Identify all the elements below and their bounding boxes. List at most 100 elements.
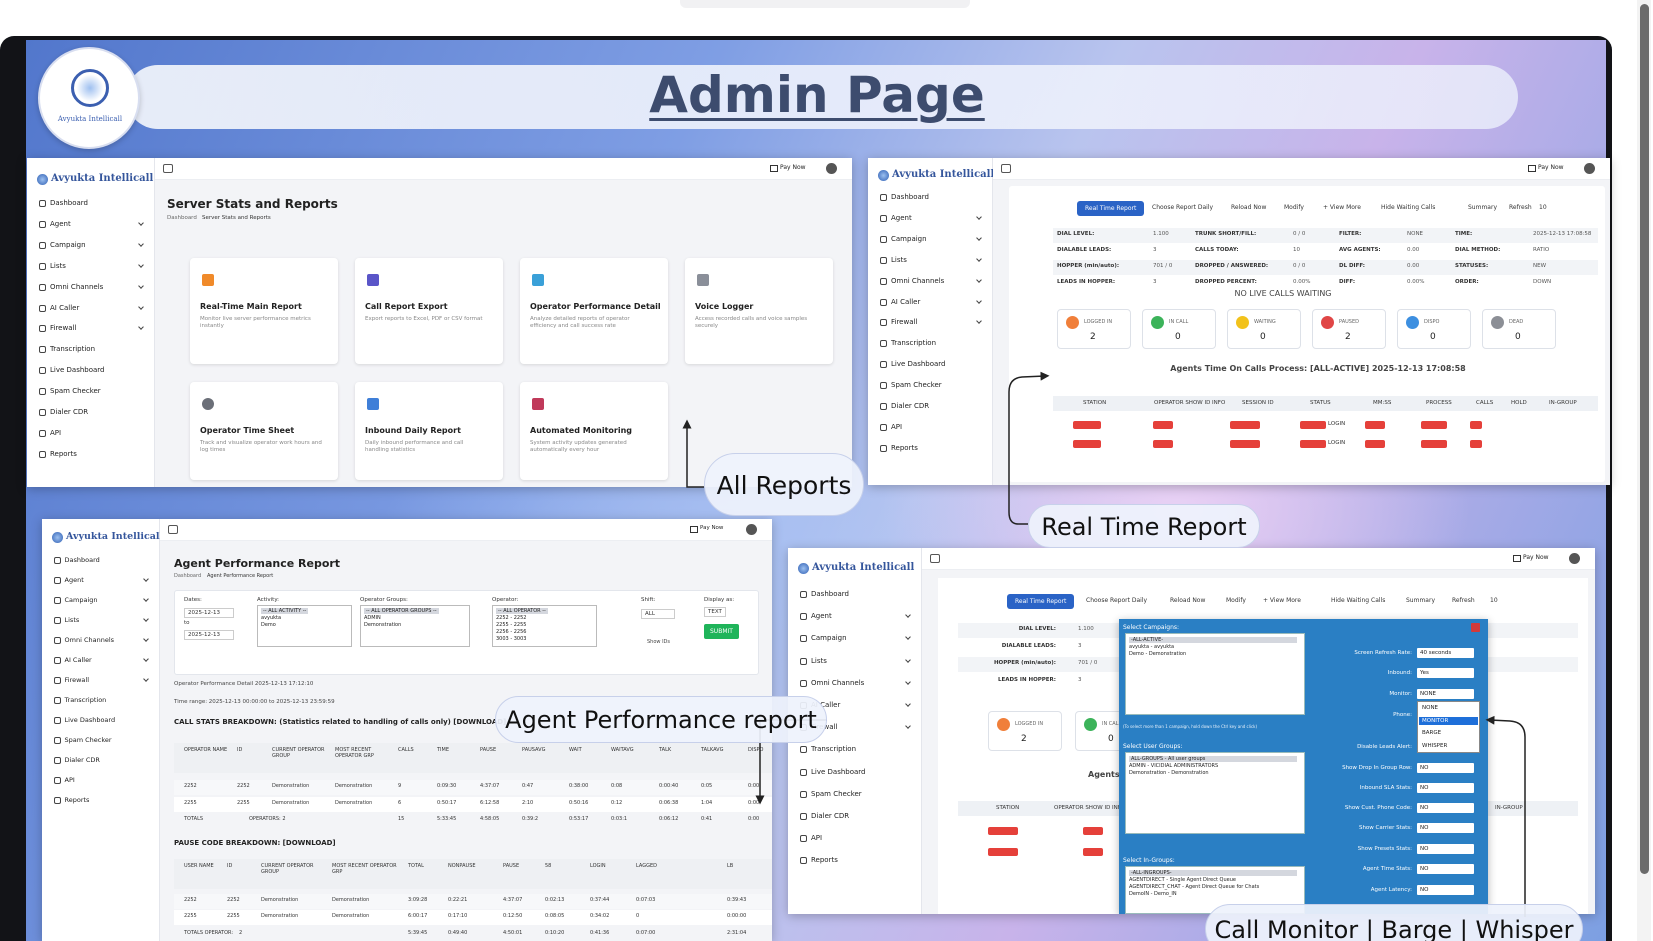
tab[interactable]: Refresh	[1452, 597, 1475, 604]
field-select[interactable]: NO	[1417, 803, 1474, 813]
shift-select[interactable]: ALL	[641, 609, 675, 619]
nav-item[interactable]: Reports	[811, 856, 838, 865]
tab[interactable]: Summary	[1406, 597, 1435, 604]
pay-now-button[interactable]: Pay Now	[780, 164, 806, 171]
tab[interactable]: Reload Now	[1231, 204, 1267, 211]
tab[interactable]: + View More	[1323, 204, 1361, 211]
field-select[interactable]: NO	[1417, 763, 1474, 773]
report-card[interactable]: Operator Performance Detail Analyze detai…	[520, 258, 668, 364]
report-card[interactable]: Voice Logger Access recorded calls and vo…	[685, 258, 833, 364]
select-list[interactable]: ALL-GROUPS - All user groups ADMIN - VICI…	[1125, 752, 1305, 834]
dropdown-option[interactable]: WHISPER	[1422, 742, 1448, 749]
nav-item[interactable]: Dialer CDR	[64, 756, 100, 764]
tab[interactable]: Hide Waiting Calls	[1381, 204, 1436, 211]
nav-item[interactable]: Spam Checker	[64, 736, 112, 744]
nav-item[interactable]: Live Dashboard	[811, 767, 866, 776]
scrollbar-thumb[interactable]	[1640, 4, 1649, 874]
nav-item[interactable]: API	[811, 834, 823, 843]
nav-item[interactable]: Live Dashboard	[891, 360, 946, 369]
nav-item[interactable]: Firewall	[64, 676, 90, 684]
tab[interactable]: Summary	[1468, 204, 1497, 211]
field-select[interactable]: NO	[1417, 864, 1474, 874]
tab[interactable]: Choose Report Daily	[1086, 597, 1148, 604]
tab[interactable]: 10	[1490, 597, 1498, 604]
report-card[interactable]: Call Report Export Export reports to Exce…	[355, 258, 503, 364]
nav-item[interactable]: Agent	[50, 219, 71, 228]
tab[interactable]: Reload Now	[1170, 597, 1206, 604]
nav-item[interactable]: Live Dashboard	[64, 716, 116, 724]
dropdown-option[interactable]: MONITOR	[1419, 716, 1478, 725]
nav-item[interactable]: Dashboard	[811, 590, 849, 598]
nav-item[interactable]: Campaign	[891, 234, 927, 243]
nav-item[interactable]: AI Caller	[64, 656, 92, 664]
show-ids[interactable]: Show IDs	[647, 639, 671, 645]
nav-item[interactable]: Spam Checker	[50, 387, 101, 396]
nav-item[interactable]: Spam Checker	[891, 381, 942, 390]
tab[interactable]: Modify	[1284, 204, 1304, 211]
nav-item[interactable]: Reports	[50, 449, 77, 458]
tab[interactable]: 10	[1539, 204, 1547, 211]
date-input[interactable]: 2025-12-13	[184, 608, 234, 618]
nav-item[interactable]: AI Caller	[811, 701, 841, 709]
display-select[interactable]: TEXT	[704, 607, 726, 617]
nav-item[interactable]: Reports	[891, 443, 918, 452]
nav-item[interactable]: Omni Channels	[50, 282, 104, 291]
report-card[interactable]: Automated Monitoring System activity upda…	[520, 382, 668, 480]
nav-item[interactable]: Lists	[891, 255, 907, 264]
select-list[interactable]: -- ALL ACTIVITY -- avyukta Demo	[257, 605, 352, 647]
nav-item[interactable]: Agent	[811, 612, 832, 621]
nav-item[interactable]: Agent	[64, 576, 84, 584]
nav-item[interactable]: Dashboard	[891, 193, 929, 201]
field-select[interactable]: NO	[1417, 823, 1474, 833]
dropdown-option[interactable]: NONE	[1422, 705, 1439, 711]
field-select[interactable]: Yes	[1417, 668, 1474, 678]
nav-item[interactable]: Dialer CDR	[891, 402, 930, 410]
pay-now-button[interactable]: Pay Now	[700, 525, 724, 531]
nav-item[interactable]: Omni Channels	[64, 636, 115, 644]
submit-button[interactable]: SUBMIT	[704, 624, 739, 639]
collapse-button[interactable]	[168, 525, 178, 534]
nav-item[interactable]: Omni Channels	[891, 276, 945, 285]
dropdown-option[interactable]: BARGE	[1422, 730, 1442, 736]
nav-item[interactable]: API	[891, 422, 903, 431]
nav-item[interactable]: Dialer CDR	[811, 812, 850, 820]
nav-item[interactable]: Dialer CDR	[50, 408, 89, 416]
tab-active[interactable]: Real Time Report	[1007, 594, 1075, 609]
nav-item[interactable]: Spam Checker	[811, 789, 862, 798]
field-select[interactable]: NO	[1417, 783, 1474, 793]
nav-item[interactable]: Dashboard	[64, 556, 100, 564]
tab-active[interactable]: Real Time Report	[1077, 201, 1145, 216]
nav-item[interactable]: Transcription	[811, 745, 857, 754]
tab[interactable]: Hide Waiting Calls	[1331, 597, 1386, 604]
nav-item[interactable]: Firewall	[891, 318, 918, 327]
nav-item[interactable]: AI Caller	[50, 303, 80, 312]
nav-item[interactable]: Live Dashboard	[50, 366, 105, 375]
field-select[interactable]: NO	[1417, 885, 1474, 895]
nav-item[interactable]: Firewall	[50, 324, 77, 333]
select-list[interactable]: -- ALL OPERATOR GROUPS -- ADMIN Demonstrat…	[360, 605, 470, 647]
select-list[interactable]: -ALL-ACTIVE-avyukta - avyukta Demo - Demo…	[1125, 633, 1305, 715]
field-select[interactable]: 40 seconds	[1417, 648, 1474, 658]
collapse-button[interactable]	[930, 554, 940, 563]
tab[interactable]: Choose Report Daily	[1152, 204, 1214, 211]
collapse-button[interactable]	[1001, 164, 1011, 173]
date-input[interactable]: 2025-12-13	[184, 630, 234, 640]
pay-now-button[interactable]: Pay Now	[1538, 164, 1564, 171]
field-select[interactable]: NONE	[1417, 689, 1474, 699]
nav-item[interactable]: Lists	[64, 616, 80, 624]
nav-item[interactable]: Reports	[64, 796, 90, 804]
nav-item[interactable]: Agent	[891, 213, 912, 222]
tab[interactable]: Refresh	[1509, 204, 1532, 211]
nav-item[interactable]: Campaign	[64, 596, 98, 604]
nav-item[interactable]: Campaign	[50, 240, 86, 249]
nav-item[interactable]: Campaign	[811, 634, 847, 643]
field-select[interactable]: NO	[1417, 844, 1474, 854]
modal-close[interactable]	[1471, 623, 1480, 632]
pay-now-button[interactable]: Pay Now	[1523, 554, 1549, 561]
nav-item[interactable]: Lists	[811, 656, 827, 665]
collapse-button[interactable]	[163, 164, 173, 173]
select-list[interactable]: -- ALL OPERATOR -- 2252 - 2252 2255 - 2255…	[492, 605, 597, 647]
report-card[interactable]: Inbound Daily Report Daily inbound perfor…	[355, 382, 503, 480]
nav-item[interactable]: API	[64, 776, 75, 784]
report-card[interactable]: Real-Time Main Report Monitor live server…	[190, 258, 338, 364]
